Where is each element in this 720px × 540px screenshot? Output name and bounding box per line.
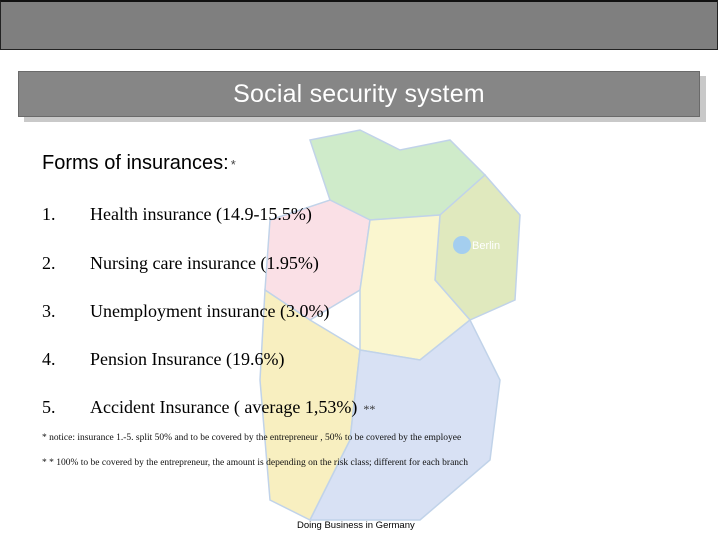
list-item: 3. Unemployment insurance (3.0%) xyxy=(42,301,329,322)
slide-title: Social security system xyxy=(233,79,485,108)
berlin-marker-icon xyxy=(453,236,471,254)
map-label-berlin: Berlin xyxy=(472,240,500,252)
forms-heading-mark: * xyxy=(230,157,236,172)
list-item-number: 4. xyxy=(42,349,56,369)
slide-footer: Doing Business in Germany xyxy=(297,520,415,531)
list-item-number: 2. xyxy=(42,253,56,273)
title-bar: Social security system xyxy=(18,71,700,117)
list-item-text: Accident Insurance ( average 1,53%) xyxy=(90,397,358,417)
list-item-number: 3. xyxy=(42,301,56,321)
list-item-text: Unemployment insurance (3.0%) xyxy=(90,301,330,321)
footnote: * notice: insurance 1.-5. split 50% and … xyxy=(42,433,462,443)
list-item: 5. Accident Insurance ( average 1,53%) ** xyxy=(42,397,375,418)
map-region-south xyxy=(308,318,501,521)
list-item-mark: ** xyxy=(363,402,376,416)
list-item-text: Nursing care insurance (1.95%) xyxy=(90,253,319,273)
list-item: 4. Pension Insurance (19.6%) xyxy=(42,349,284,370)
list-item: 1. Health insurance (14.9-15.5%) xyxy=(42,204,312,225)
forms-heading: Forms of insurances: * xyxy=(42,152,236,175)
list-item-text: Health insurance (14.9-15.5%) xyxy=(90,204,312,224)
list-item: 2. Nursing care insurance (1.95%) xyxy=(42,253,319,274)
list-item-number: 1. xyxy=(42,204,56,224)
germany-map-image: Berlin xyxy=(259,129,521,522)
top-bar xyxy=(0,0,718,50)
footnote: * * 100% to be covered by the entreprene… xyxy=(42,458,469,468)
list-item-number: 5. xyxy=(42,397,56,417)
list-item-text: Pension Insurance (19.6%) xyxy=(90,349,285,369)
forms-heading-text: Forms of insurances: xyxy=(42,152,229,174)
